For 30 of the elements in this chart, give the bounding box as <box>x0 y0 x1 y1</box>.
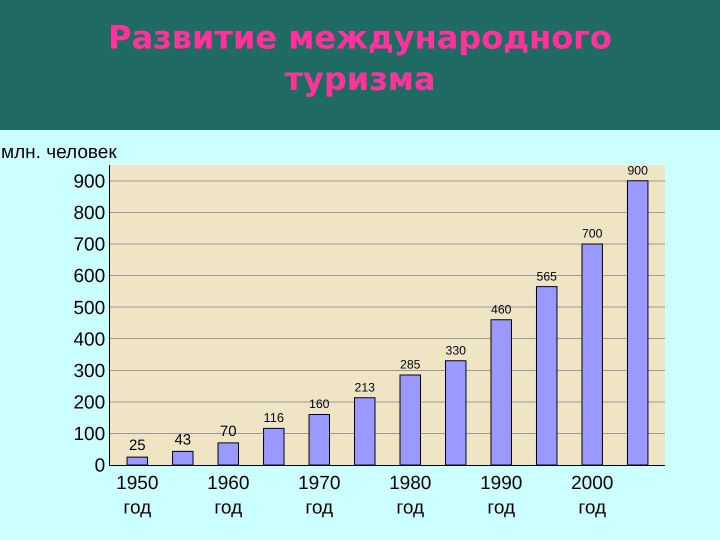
y-tick-label: 700 <box>73 234 106 256</box>
x-tick-label: 1990 год <box>480 472 522 518</box>
x-tick-label: 1950 год <box>116 472 158 518</box>
data-label: 43 <box>174 431 192 448</box>
y-axis-title: млн. человек <box>1 142 118 163</box>
data-label: 116 <box>264 410 284 425</box>
y-tick-label: 200 <box>73 392 106 414</box>
y-tick-label: 600 <box>73 266 106 288</box>
data-label: 460 <box>490 302 512 316</box>
data-label: 160 <box>309 397 330 412</box>
data-label: 70 <box>220 422 237 440</box>
y-tick-label: 900 <box>73 171 106 192</box>
data-label: 700 <box>582 226 603 241</box>
x-tick-label: 1970 год <box>298 472 340 518</box>
y-tick-label: 300 <box>73 360 106 382</box>
y-tick-label: 0 <box>94 456 106 477</box>
y-tick-label: 800 <box>73 203 106 224</box>
x-tick-label: 2000 год <box>571 472 614 518</box>
data-label: 25 <box>128 437 146 454</box>
chart-title: Развитие международного туризма <box>108 18 612 98</box>
y-tick-label: 100 <box>73 424 106 446</box>
x-tick-label: 1960 год <box>207 472 250 518</box>
y-tick-label: 400 <box>73 329 106 350</box>
x-tick-label: 1980 год <box>389 472 432 518</box>
data-label: 565 <box>536 269 558 284</box>
y-tick-label: 500 <box>73 298 106 319</box>
data-label: 285 <box>400 358 421 372</box>
data-label: 213 <box>354 380 376 394</box>
data-label: 330 <box>446 344 466 358</box>
data-label: 900 <box>627 164 648 178</box>
